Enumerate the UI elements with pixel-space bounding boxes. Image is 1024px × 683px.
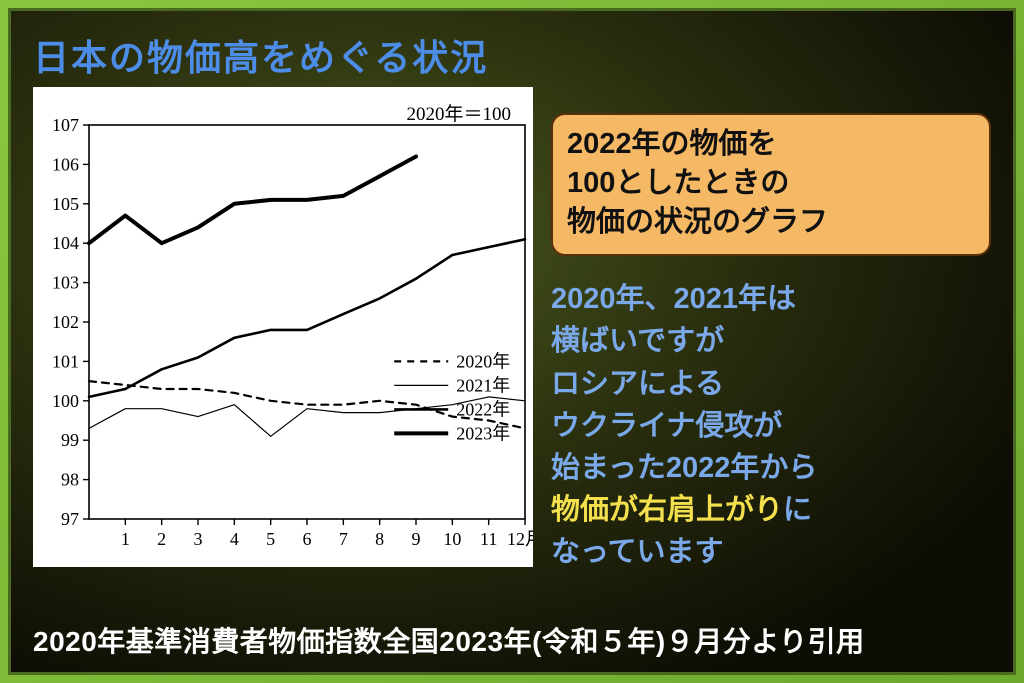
- svg-text:2022年: 2022年: [456, 399, 510, 419]
- body-l6-highlight: 物価が右肩上がり: [551, 494, 783, 526]
- svg-text:2020年: 2020年: [456, 351, 510, 371]
- callout-line-1: 2022年の物価を: [567, 128, 777, 160]
- svg-text:5: 5: [266, 529, 275, 549]
- svg-text:98: 98: [61, 470, 79, 490]
- svg-text:107: 107: [52, 117, 79, 135]
- body-l6b: に: [783, 494, 812, 526]
- svg-text:101: 101: [52, 351, 79, 371]
- callout-box: 2022年の物価を 100としたときの 物価の状況のグラフ: [551, 113, 991, 256]
- svg-text:106: 106: [52, 154, 79, 174]
- svg-text:12月: 12月: [507, 529, 533, 549]
- svg-text:8: 8: [375, 529, 384, 549]
- svg-text:4: 4: [230, 529, 239, 549]
- svg-text:102: 102: [52, 312, 79, 332]
- svg-text:2021年: 2021年: [456, 375, 510, 395]
- callout-line-3: 物価の状況のグラフ: [567, 206, 828, 238]
- body-l1: 2020年、2021年は: [551, 283, 796, 315]
- svg-text:103: 103: [52, 273, 79, 293]
- footer-citation: 2020年基準消費者物価指数全国2023年(令和５年)９月分より引用: [33, 620, 991, 660]
- body-l5: 始まった2022年から: [551, 452, 817, 484]
- body-l3: ロシアによる: [551, 368, 724, 400]
- svg-text:99: 99: [61, 430, 79, 450]
- callout-line-2: 100としたときの: [567, 167, 789, 199]
- svg-text:6: 6: [303, 529, 312, 549]
- svg-text:97: 97: [61, 509, 79, 529]
- body-l4: ウクライナ侵攻が: [551, 410, 782, 442]
- right-column: 2022年の物価を 100としたときの 物価の状況のグラフ 2020年、2021…: [551, 87, 991, 616]
- body-l2: 横ばいですが: [551, 325, 724, 357]
- svg-text:1: 1: [121, 529, 130, 549]
- svg-text:7: 7: [339, 529, 348, 549]
- svg-text:105: 105: [52, 194, 79, 214]
- chart-svg: 97 98 99 100 101 102 103 104 105 106 107 1 2 3 4 5 6 7 8 9 1…: [33, 117, 533, 567]
- content-row: 2020年＝100 979899100101102103104105106107…: [33, 87, 991, 616]
- svg-text:100: 100: [52, 391, 79, 411]
- svg-text:2: 2: [157, 529, 166, 549]
- body-l7: なっています: [551, 536, 724, 568]
- body-text: 2020年、2021年は 横ばいですが ロシアによる ウクライナ侵攻が 始まった…: [551, 278, 991, 572]
- outer-frame: 日本の物価高をめぐる状況 2020年＝100 97989910010110210…: [0, 0, 1024, 683]
- inner-frame: 日本の物価高をめぐる状況 2020年＝100 97989910010110210…: [8, 8, 1016, 675]
- svg-text:10: 10: [443, 529, 461, 549]
- svg-text:11: 11: [480, 529, 497, 549]
- svg-text:9: 9: [412, 529, 421, 549]
- svg-text:3: 3: [194, 529, 203, 549]
- page-title: 日本の物価高をめぐる状況: [33, 29, 991, 81]
- cpi-chart: 2020年＝100 979899100101102103104105106107…: [33, 87, 533, 567]
- svg-text:2023年: 2023年: [456, 423, 510, 443]
- svg-text:104: 104: [52, 233, 79, 253]
